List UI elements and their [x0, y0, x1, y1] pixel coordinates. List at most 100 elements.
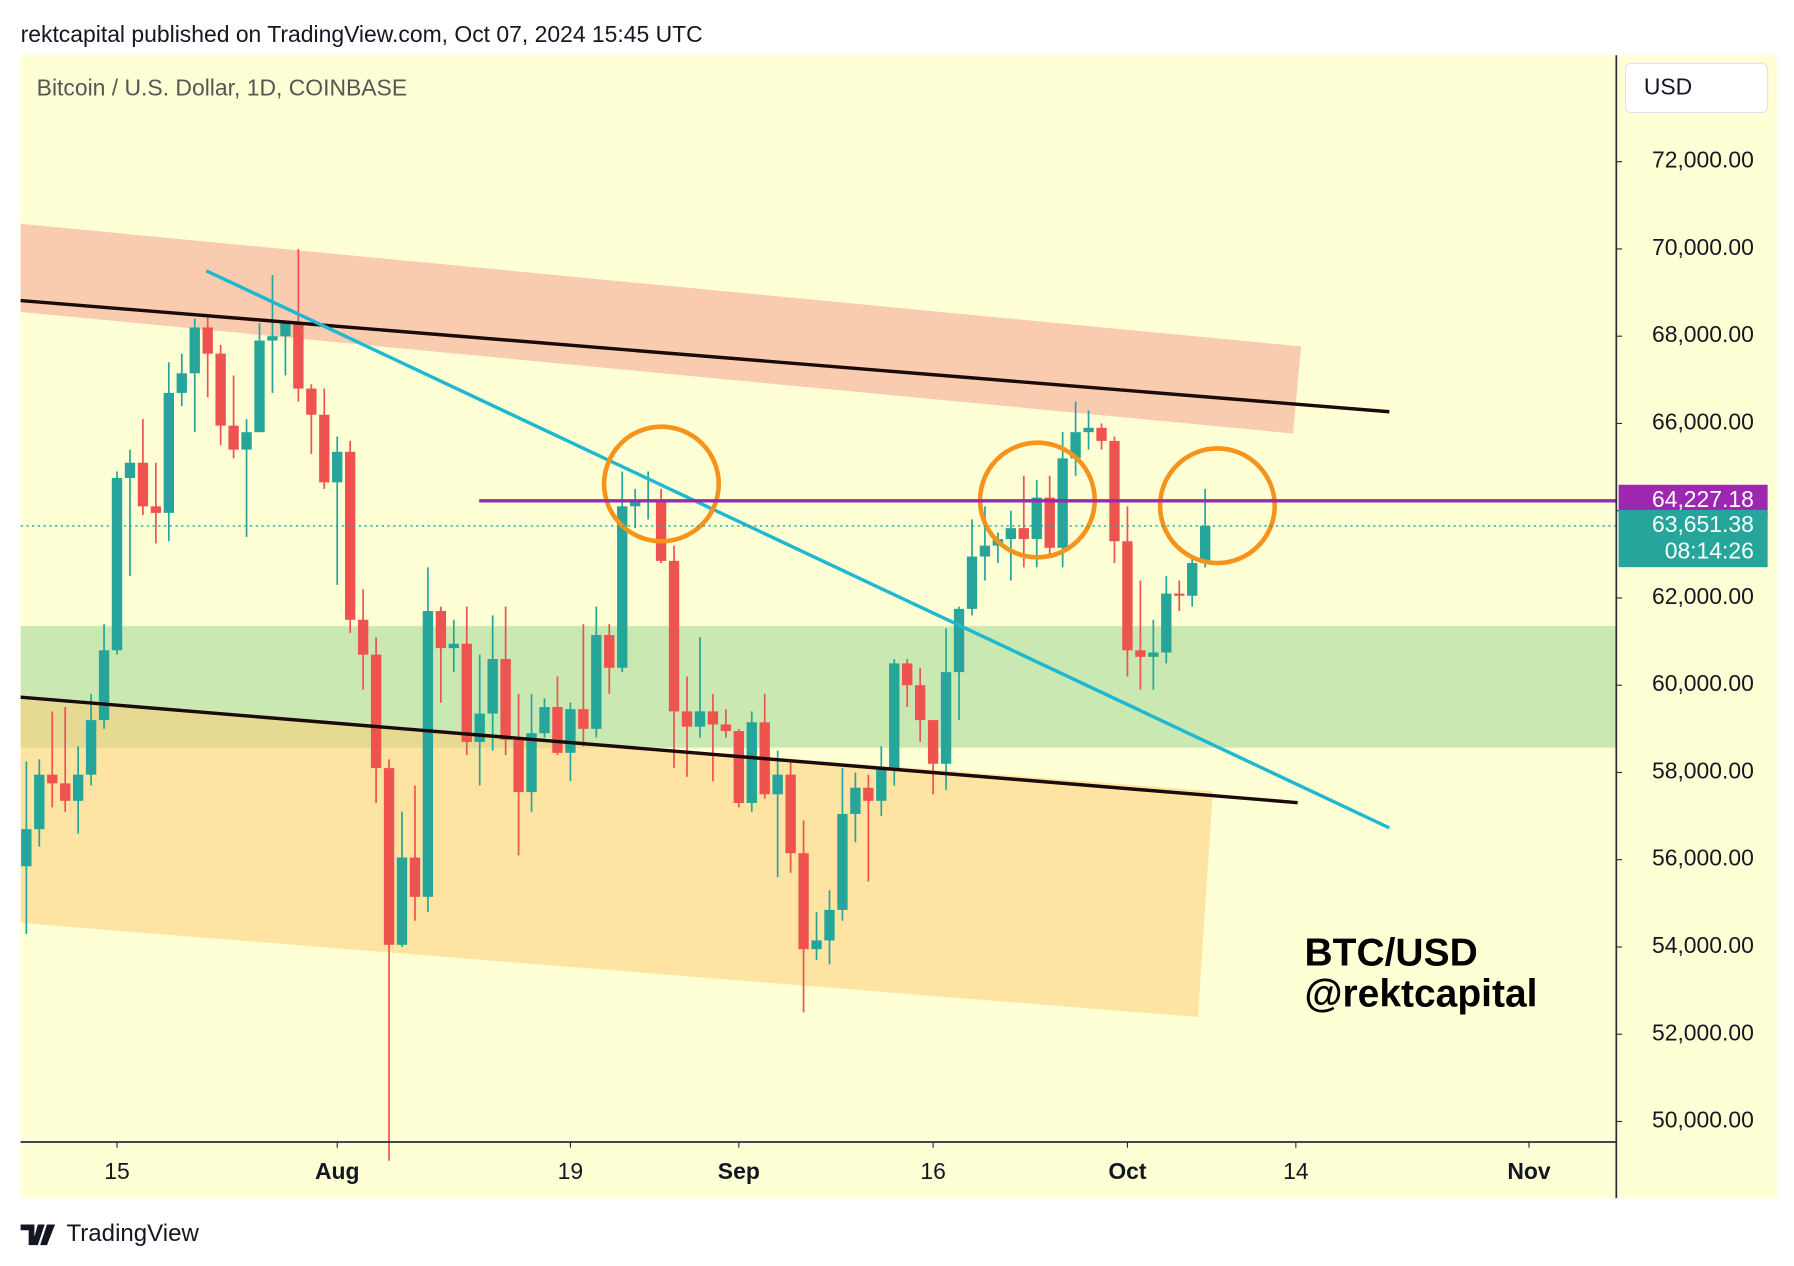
y-tick-label: 56,000.00: [1652, 845, 1754, 871]
brand-logo: [20, 1224, 56, 1246]
y-tick-label: 70,000.00: [1652, 234, 1754, 260]
candle-body: [902, 663, 913, 686]
candle-body: [720, 724, 732, 732]
candle-body: [850, 787, 861, 814]
header: rektcapital published on TradingView.com…: [21, 21, 703, 47]
x-tick-label: 19: [558, 1158, 583, 1184]
candle-body: [681, 711, 693, 727]
candle-body: [953, 608, 965, 673]
candle-body: [370, 654, 382, 769]
candle-body: [215, 353, 226, 426]
candle-body: [785, 774, 796, 854]
candle-body: [474, 713, 485, 742]
candle-body: [591, 635, 602, 729]
last-price-label: 63,651.38: [1652, 511, 1754, 537]
highlight-circle: [1157, 446, 1278, 566]
candle-body: [34, 774, 45, 830]
last-price-box: [1618, 509, 1768, 568]
candle-body: [733, 731, 744, 803]
candle-body: [306, 388, 317, 415]
candle-body: [513, 739, 524, 793]
candle-body: [1174, 593, 1185, 596]
candle-body: [1199, 525, 1211, 564]
candle-body: [1018, 528, 1029, 540]
candle-body: [694, 711, 706, 727]
candle-body: [1096, 427, 1107, 441]
candle-body: [837, 813, 848, 910]
candle-body: [1135, 650, 1146, 657]
candle-body: [604, 635, 615, 668]
watermark: @rektcapital: [1305, 973, 1538, 1016]
candle-body: [1057, 458, 1068, 548]
candle-body: [189, 327, 200, 374]
currency-box: [1624, 62, 1769, 114]
candle-body: [319, 414, 330, 483]
brand: TradingView: [66, 1220, 199, 1247]
candle-body: [85, 720, 97, 775]
y-tick-label: 50,000.00: [1652, 1107, 1754, 1133]
candle-body: [1187, 563, 1198, 596]
x-tick-label: 15: [104, 1158, 129, 1184]
candle-body: [552, 707, 563, 753]
zones: [20, 223, 1617, 1018]
candle-body: [500, 659, 511, 740]
candle-body: [396, 857, 408, 945]
candle-body: [357, 619, 369, 655]
candle-body: [889, 663, 900, 769]
candle-body: [1109, 440, 1120, 542]
candle-body: [811, 940, 822, 950]
candle-body: [526, 733, 537, 793]
x-tick-label: Aug: [315, 1158, 360, 1184]
highlight-circle: [601, 424, 722, 544]
candle-body: [578, 709, 589, 729]
candle-body: [966, 556, 978, 609]
candles: [21, 248, 1211, 1161]
y-tick-label: 62,000.00: [1652, 583, 1754, 609]
candle-body: [448, 643, 460, 649]
candle-body: [254, 340, 265, 433]
channel-top: [20, 298, 1390, 414]
x-tick-label: Nov: [1507, 1158, 1551, 1184]
candle-body: [293, 323, 304, 389]
candle-body: [21, 829, 32, 867]
candle-body: [1161, 593, 1172, 653]
candle-body: [824, 909, 835, 941]
x-tick-label: 16: [920, 1158, 945, 1184]
y-tick-label: 66,000.00: [1652, 408, 1754, 434]
watermark: BTC/USD: [1305, 931, 1478, 974]
candle-body: [940, 672, 952, 764]
y-tick-label: 54,000.00: [1652, 932, 1754, 958]
candle-body: [422, 611, 434, 897]
candle-body: [617, 506, 628, 668]
candle-body: [137, 462, 149, 507]
candle-body: [150, 506, 162, 513]
candle-body: [539, 707, 550, 734]
countdown-label: 08:14:26: [1665, 537, 1754, 563]
x-tick-label: 14: [1283, 1158, 1309, 1184]
candle-body: [435, 611, 447, 649]
candle-body: [876, 768, 887, 801]
candle-body: [111, 477, 123, 651]
x-tick-label: Sep: [718, 1158, 760, 1184]
candle-body: [202, 327, 213, 354]
candle-body: [47, 774, 58, 784]
candle-body: [746, 722, 757, 803]
candle-body: [1083, 427, 1094, 433]
candle-body: [241, 432, 252, 450]
candle-body: [267, 336, 278, 341]
chart-title: Bitcoin / U.S. Dollar, 1D, COINBASE: [37, 75, 407, 101]
candle-body: [927, 720, 939, 764]
candle-body: [629, 501, 641, 507]
candle-body: [1044, 497, 1055, 548]
candle-body: [345, 451, 356, 620]
candle-body: [863, 787, 874, 801]
candle-body: [914, 685, 926, 721]
candle-body: [98, 650, 110, 721]
candle-body: [655, 499, 667, 561]
candle-body: [1070, 432, 1081, 459]
candle-body: [772, 774, 783, 795]
candle-body: [124, 462, 136, 478]
y-tick-label: 58,000.00: [1652, 758, 1754, 784]
candle-body: [383, 768, 395, 945]
